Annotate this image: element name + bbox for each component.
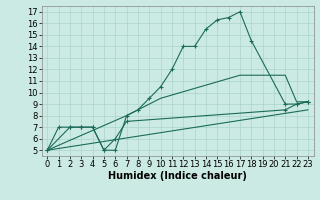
X-axis label: Humidex (Indice chaleur): Humidex (Indice chaleur)	[108, 171, 247, 181]
